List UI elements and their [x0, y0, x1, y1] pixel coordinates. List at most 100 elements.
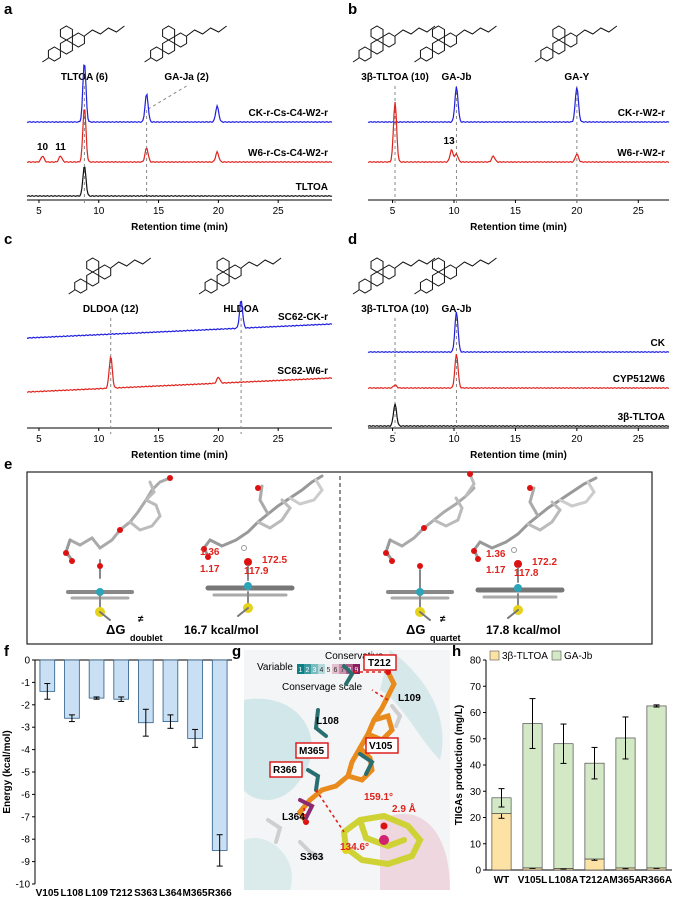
chrom-b-structure-2-ring-c	[552, 25, 566, 41]
chrom-d-structure-1-ring-b	[431, 271, 445, 287]
chrom-d-structure-1-ring-a	[419, 278, 433, 294]
chrom-b-structure-1-hydroxyl	[414, 57, 421, 63]
chrom-c-structure-0-hydroxyl	[68, 289, 76, 295]
chrom-a-structure-0-ring-a	[47, 46, 61, 62]
chrom-d-x-label: Retention time (min)	[470, 450, 567, 461]
h-y-tick-label: 70	[470, 682, 482, 693]
chrom-b-peak-number: 13	[444, 136, 456, 147]
scale-cell	[325, 664, 332, 674]
protein-ribbon-4	[244, 838, 292, 890]
chrom-b-structure-1-side-chain	[456, 25, 497, 37]
h-legend-swatch	[489, 650, 500, 661]
f-y-tick-label: -7	[21, 812, 30, 823]
panel-letter-f: f	[4, 643, 10, 660]
doublet-reactant-structure	[63, 475, 173, 621]
chrom-b-structure-1-ring-b	[431, 39, 445, 55]
chrom-d-structure-1	[414, 257, 497, 295]
scale-digit: 7	[341, 667, 345, 674]
chrom-b-structure-2-side-chain	[576, 25, 618, 37]
scale-digit: 6	[334, 667, 338, 674]
chrom-c-structure-1-ring-c	[216, 257, 230, 273]
panel-e: 1.36 1.17 172.5 117.9 ΔG ≠ doublet 16.7 …	[26, 471, 653, 645]
h-category-label: L108A	[548, 875, 578, 886]
chrom-b-structure-2-ring-b	[552, 39, 566, 55]
quartet-angle-2: 117.8	[514, 568, 539, 579]
panel-letter-g: g	[232, 643, 241, 660]
h-category-label: WT	[494, 875, 510, 886]
h-y-axis-label: TIIGAs production (mg/L)	[454, 705, 465, 826]
f-y-tick-label: -8	[21, 835, 30, 846]
chrom-c-structure-0-ring-b	[86, 271, 100, 287]
h-bar-segment	[491, 813, 512, 871]
chrom-a-x-label: Retention time (min)	[131, 222, 228, 233]
svg-text:V105: V105	[369, 741, 393, 752]
chrom-c-structure-0-ring-d	[98, 264, 112, 280]
chrom-b-trace-line	[367, 102, 670, 164]
chrom-c-structure-1-hydroxyl	[198, 289, 206, 295]
f-y-tick-label: -6	[21, 790, 30, 801]
distance-measure: 2.9 Å	[392, 802, 416, 815]
svg-text:M365: M365	[299, 746, 324, 757]
chrom-a-structure-0-ring-d	[71, 32, 85, 48]
quartet-dg-superscript: ≠	[440, 614, 446, 625]
chrom-b-structure-0-ring-d	[382, 32, 396, 48]
doublet-angle-2: 117.9	[244, 566, 269, 577]
doublet-dg-superscript: ≠	[138, 614, 144, 625]
chrom-a-structure-1-hydroxyl	[144, 57, 151, 63]
chrom-d-structure-1-ring-d	[443, 264, 457, 280]
chrom-d-tick-label: 15	[510, 434, 522, 445]
chrom-c-structure-0-side-chain	[110, 257, 152, 269]
doublet-distance-1: 1.36	[200, 547, 220, 558]
panel-letter-c: c	[4, 231, 12, 248]
chrom-c-trace-label: SC62-CK-r	[278, 312, 328, 323]
h-y-tick-label: 10	[470, 839, 482, 850]
h-category-label: R366A	[641, 875, 672, 886]
residue-label-l108: L108	[316, 716, 339, 727]
chrom-c-tick-label: 25	[273, 434, 285, 445]
f-y-tick-label: -4	[21, 745, 30, 756]
svg-text:R366: R366	[273, 765, 297, 776]
residue-label-s363: S363	[300, 852, 324, 863]
h-legend-label: 3β-TLTOA	[502, 651, 548, 662]
panel-letter-e: e	[4, 456, 12, 473]
chrom-a-tick-label: 10	[93, 206, 105, 217]
doublet-transition-state-structure	[201, 474, 324, 617]
chrom-b-tick-label: 10	[448, 206, 460, 217]
f-y-tick-label: -10	[16, 880, 31, 891]
chrom-d-tick-label: 5	[390, 434, 396, 445]
chrom-b-tick-label: 15	[510, 206, 522, 217]
chrom-a-trace-label: CK-r-Cs-C4-W2-r	[249, 108, 329, 119]
chrom-b-tick-label: 20	[571, 206, 583, 217]
quartet-dg-subscript: quartet	[430, 633, 461, 643]
h-category-label: T212A	[579, 875, 609, 886]
chrom-a-structure-0-ring-b	[59, 39, 73, 55]
chrom-d-trace-line	[367, 353, 670, 390]
f-category-label: T212	[110, 888, 133, 898]
chrom-d-structure-0-side-chain	[394, 257, 436, 269]
panel-letter-a: a	[4, 1, 13, 18]
residue-label-r366: R366	[269, 761, 303, 778]
chrom-d-structure-0	[352, 257, 436, 295]
chrom-c-structure-0	[68, 257, 152, 295]
scale-digit: 9	[355, 667, 359, 674]
scale-cell	[304, 664, 311, 674]
quartet-distance-1: 1.36	[486, 549, 506, 560]
chrom-a-peak-number: 11	[55, 142, 66, 153]
chrom-a-tick-label: 25	[273, 206, 285, 217]
chrom-b-compound-label: GA-Y	[564, 72, 589, 83]
chrom-a-peak-number: 10	[37, 142, 49, 153]
chrom-b-trace-label: CK-r-W2-r	[618, 108, 665, 119]
h-y-tick-label: 30	[470, 787, 482, 798]
h-y-tick-label: 50	[470, 734, 482, 745]
chrom-a-compound-label: GA-Ja (2)	[164, 72, 208, 83]
f-bar	[113, 659, 129, 700]
chrom-d-trace-line	[367, 403, 670, 428]
scale-variable-label: Variable	[257, 662, 293, 673]
residue-sticks	[266, 664, 403, 860]
chrom-a-tick-label: 20	[213, 206, 225, 217]
chrom-b-trace-line	[367, 86, 670, 124]
f-bar	[162, 659, 179, 722]
chrom-d-structure-1-ring-c	[431, 257, 445, 273]
iron-atom	[379, 835, 389, 845]
panel-letter-d: d	[348, 231, 357, 248]
